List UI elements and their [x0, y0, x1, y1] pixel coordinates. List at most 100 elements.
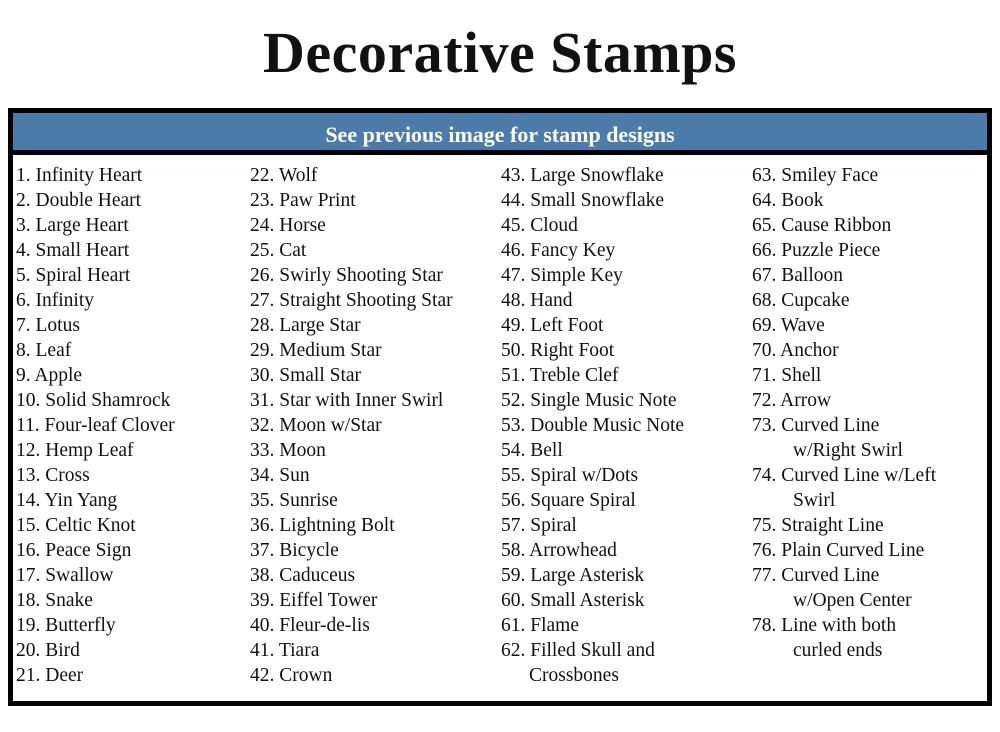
item-label: 78. Line with both — [752, 615, 897, 636]
list-item: 1. Infinity Heart — [16, 163, 175, 188]
list-item: 48. Hand — [501, 288, 684, 313]
column-4: 63. Smiley Face 64. Book 65. Cause Ribbon 6… — [752, 163, 936, 663]
list-item: 52. Single Music Note — [501, 388, 684, 413]
item-label: 24. Horse — [250, 215, 326, 236]
item-label: 69. Wave — [752, 315, 825, 336]
banner: See previous image for stamp designs — [13, 113, 987, 155]
item-label: 33. Moon — [250, 440, 326, 461]
list-item: 5. Spiral Heart — [16, 263, 175, 288]
item-label: 3. Large Heart — [16, 215, 129, 236]
list-item: 30. Small Star — [250, 363, 453, 388]
list-item: 74. Curved Line w/Left Swirl — [752, 463, 936, 513]
item-label: 28. Large Star — [250, 315, 361, 336]
item-label: 27. Straight Shooting Star — [250, 290, 453, 311]
list-item: 70. Anchor — [752, 338, 936, 363]
list-item: 76. Plain Curved Line — [752, 538, 936, 563]
list-item: 62. Filled Skull and Crossbones — [501, 638, 684, 688]
list-item: 53. Double Music Note — [501, 413, 684, 438]
list-item: 32. Moon w/Star — [250, 413, 453, 438]
list-item: 15. Celtic Knot — [16, 513, 175, 538]
item-label: 71. Shell — [752, 365, 822, 386]
list-item: 51. Treble Clef — [501, 363, 684, 388]
list-item: 23. Paw Print — [250, 188, 453, 213]
item-label: 43. Large Snowflake — [501, 165, 664, 186]
list-item: 69. Wave — [752, 313, 936, 338]
item-label: 53. Double Music Note — [501, 415, 685, 436]
item-label: 26. Swirly Shooting Star — [250, 265, 443, 286]
item-label: 49. Left Foot — [501, 315, 604, 336]
item-label: 12. Hemp Leaf — [16, 440, 134, 461]
list-item: 36. Lightning Bolt — [250, 513, 453, 538]
list-item: 29. Medium Star — [250, 338, 453, 363]
list-item: 77. Curved Line w/Open Center — [752, 563, 936, 613]
list-item: 18. Snake — [16, 588, 175, 613]
item-label: 46. Fancy Key — [501, 240, 616, 261]
item-label: 56. Square Spiral — [501, 490, 636, 511]
item-label-continued: w/Right Swirl — [793, 440, 903, 461]
list-item: 26. Swirly Shooting Star — [250, 263, 453, 288]
list-item: 68. Cupcake — [752, 288, 936, 313]
list-item: 50. Right Foot — [501, 338, 684, 363]
item-label: 76. Plain Curved Line — [752, 540, 925, 561]
item-label-continued: Swirl — [793, 490, 836, 511]
item-label: 44. Small Snowflake — [501, 190, 665, 211]
item-label: 70. Anchor — [752, 340, 839, 361]
list-item: 21. Deer — [16, 663, 175, 688]
list-item: 17. Swallow — [16, 563, 175, 588]
item-label: 38. Caduceus — [250, 565, 356, 586]
list-item: 12. Hemp Leaf — [16, 438, 175, 463]
item-label: 17. Swallow — [16, 565, 114, 586]
list-item: 49. Left Foot — [501, 313, 684, 338]
list-item: 27. Straight Shooting Star — [250, 288, 453, 313]
item-label: 72. Arrow — [752, 390, 832, 411]
list-item: 57. Spiral — [501, 513, 684, 538]
item-label: 55. Spiral w/Dots — [501, 465, 639, 486]
list-item: 59. Large Asterisk — [501, 563, 684, 588]
item-label: 8. Leaf — [16, 340, 72, 361]
item-label: 68. Cupcake — [752, 290, 850, 311]
page-title: Decorative Stamps — [262, 20, 737, 85]
list-item: 58. Arrowhead — [501, 538, 684, 563]
item-label: 14. Yin Yang — [16, 490, 118, 511]
list-item: 64. Book — [752, 188, 936, 213]
list-item: 43. Large Snowflake — [501, 163, 684, 188]
list-item: 44. Small Snowflake — [501, 188, 684, 213]
list-item: 24. Horse — [250, 213, 453, 238]
list-item: 40. Fleur-de-lis — [250, 613, 453, 638]
item-label: 30. Small Star — [250, 365, 362, 386]
list-item: 39. Eiffel Tower — [250, 588, 453, 613]
item-label: 23. Paw Print — [250, 190, 356, 211]
item-label: 75. Straight Line — [752, 515, 884, 536]
item-label: 22. Wolf — [250, 165, 318, 186]
list-item: 3. Large Heart — [16, 213, 175, 238]
list-item: 60. Small Asterisk — [501, 588, 684, 613]
item-label: 67. Balloon — [752, 265, 843, 286]
list-item: 7. Lotus — [16, 313, 175, 338]
list-item: 38. Caduceus — [250, 563, 453, 588]
item-label: 18. Snake — [16, 590, 93, 611]
item-label: 15. Celtic Knot — [16, 515, 136, 536]
item-label: 11. Four-leaf Clover — [16, 415, 175, 436]
item-label: 31. Star with Inner Swirl — [250, 390, 444, 411]
list-item: 37. Bicycle — [250, 538, 453, 563]
list-item: 9. Apple — [16, 363, 175, 388]
list-item: 2. Double Heart — [16, 188, 175, 213]
list-item: 31. Star with Inner Swirl — [250, 388, 453, 413]
list-item: 28. Large Star — [250, 313, 453, 338]
list-item: 65. Cause Ribbon — [752, 213, 936, 238]
column-3: 43. Large Snowflake 44. Small Snowflake 45… — [501, 163, 684, 688]
list-item: 63. Smiley Face — [752, 163, 936, 188]
list-item: 45. Cloud — [501, 213, 684, 238]
item-label: 58. Arrowhead — [501, 540, 617, 561]
item-label: 60. Small Asterisk — [501, 590, 645, 611]
item-label: 36. Lightning Bolt — [250, 515, 395, 536]
item-label: 50. Right Foot — [501, 340, 615, 361]
item-label: 62. Filled Skull and — [501, 640, 655, 661]
item-label: 9. Apple — [16, 365, 83, 386]
item-label: 7. Lotus — [16, 315, 80, 336]
list-item: 34. Sun — [250, 463, 453, 488]
item-label: 4. Small Heart — [16, 240, 130, 261]
column-1: 1. Infinity Heart 2. Double Heart 3. Large… — [16, 163, 175, 688]
item-label: 35. Sunrise — [250, 490, 338, 511]
list-item: 75. Straight Line — [752, 513, 936, 538]
